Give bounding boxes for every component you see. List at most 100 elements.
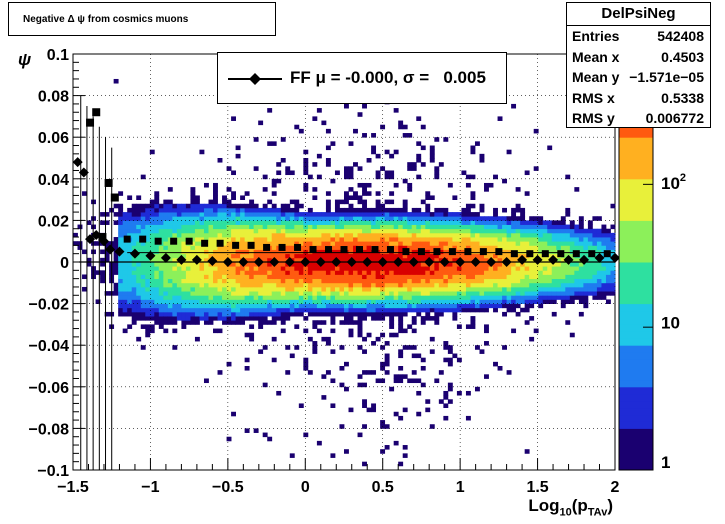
heatmap-cell	[181, 232, 187, 238]
heatmap-cell	[217, 266, 223, 271]
heatmap-cell	[203, 270, 209, 275]
heatmap-cell	[190, 311, 196, 317]
heatmap-cell	[366, 182, 372, 188]
heatmap-cell	[145, 224, 151, 230]
heatmap-cell	[298, 216, 304, 221]
stats-row-mean-y: Mean y −1.571e−05	[567, 67, 710, 88]
heatmap-cell	[330, 249, 336, 255]
heatmap-cell	[497, 366, 503, 371]
heatmap-cell	[533, 274, 539, 280]
heatmap-cell	[411, 370, 417, 375]
heatmap-cell	[416, 274, 422, 280]
heatmap-cell	[194, 311, 200, 317]
heatmap-cell	[262, 316, 268, 321]
heatmap-cell	[118, 224, 124, 230]
heatmap-cell	[524, 320, 530, 325]
heatmap-cell	[131, 274, 137, 280]
heatmap-cell	[366, 224, 372, 230]
heatmap-cell	[276, 257, 282, 263]
heatmap-cell	[136, 249, 142, 255]
heatmap-cell	[118, 307, 124, 313]
heatmap-cell	[176, 228, 182, 234]
heatmap-cell	[226, 245, 232, 250]
heatmap-cell	[303, 149, 309, 155]
heatmap-cell	[479, 282, 485, 288]
heatmap-cell	[380, 241, 386, 246]
heatmap-cell	[298, 245, 304, 250]
heatmap-cell	[131, 203, 137, 209]
heatmap-cell	[149, 257, 155, 263]
heatmap-cell	[470, 228, 476, 234]
heatmap-cell	[334, 237, 340, 242]
heatmap-cell	[515, 270, 521, 275]
heatmap-cell	[262, 257, 268, 263]
heatmap-cell	[402, 220, 408, 225]
heatmap-cell	[524, 257, 530, 263]
heatmap-cell	[167, 262, 173, 267]
heatmap-cell	[565, 262, 571, 267]
heatmap-cell	[136, 195, 142, 200]
heatmap-cell	[533, 282, 539, 288]
stats-row-entries: Entries 542408	[567, 26, 710, 47]
heatmap-cell	[465, 390, 471, 396]
heatmap-cell	[118, 278, 124, 284]
heatmap-cell	[185, 320, 191, 325]
heatmap-cell	[479, 307, 485, 313]
heatmap-cell	[77, 241, 83, 246]
heatmap-cell	[353, 311, 358, 317]
heatmap-cell	[163, 220, 169, 225]
heatmap-cell	[411, 249, 417, 255]
heatmap-cell	[226, 266, 232, 271]
heatmap-cell	[285, 166, 291, 171]
heatmap-cell	[339, 345, 345, 350]
heatmap-cell	[357, 316, 363, 321]
heatmap-cell	[434, 278, 440, 284]
heatmap-cell	[208, 207, 214, 213]
heatmap-cell	[461, 237, 467, 242]
heatmap-cell	[190, 203, 196, 209]
heatmap-cell	[325, 370, 331, 375]
heatmap-cell	[330, 262, 336, 267]
heatmap-cell	[384, 220, 390, 225]
heatmap-cell	[506, 253, 512, 259]
heatmap-cell	[560, 274, 566, 280]
heatmap-cell	[271, 311, 277, 317]
heatmap-cell	[348, 320, 354, 325]
x-tick-label: 0.5	[372, 479, 394, 496]
heatmap-cell	[167, 299, 173, 304]
heatmap-cell	[330, 274, 336, 280]
heatmap-cell	[425, 307, 431, 313]
heatmap-cell	[276, 241, 282, 246]
heatmap-cell	[389, 316, 395, 321]
heatmap-cell	[348, 278, 354, 284]
heatmap-cell	[294, 232, 300, 238]
heatmap-cell	[520, 291, 526, 296]
heatmap-cell	[190, 253, 196, 259]
heatmap-cell	[529, 270, 535, 275]
heatmap-cell	[556, 295, 562, 300]
heatmap-cell	[452, 266, 458, 271]
heatmap-cell	[389, 237, 395, 242]
heatmap-cell	[357, 332, 363, 338]
heatmap-cell	[176, 237, 182, 242]
heatmap-cell	[240, 228, 246, 234]
heatmap-cell	[325, 237, 331, 242]
heatmap-cell	[249, 249, 255, 255]
heatmap-cell	[511, 291, 517, 296]
heatmap-cell	[149, 249, 155, 255]
heatmap-cell	[420, 357, 426, 363]
heatmap-cell	[493, 307, 498, 313]
heatmap-cell	[185, 245, 191, 250]
heatmap-cell	[258, 311, 264, 317]
heatmap-cell	[118, 295, 124, 300]
heatmap-cell	[420, 220, 426, 225]
heatmap-cell	[447, 245, 453, 250]
plot-title: Negative Δ ψ from cosmics muons	[23, 14, 189, 25]
heatmap-cell	[398, 374, 404, 379]
heatmap-cell	[366, 207, 372, 213]
heatmap-cell	[371, 241, 377, 246]
heatmap-cell	[407, 282, 413, 288]
heatmap-cell	[163, 295, 169, 300]
heatmap-cell	[380, 249, 386, 255]
heatmap-cell	[425, 224, 431, 230]
